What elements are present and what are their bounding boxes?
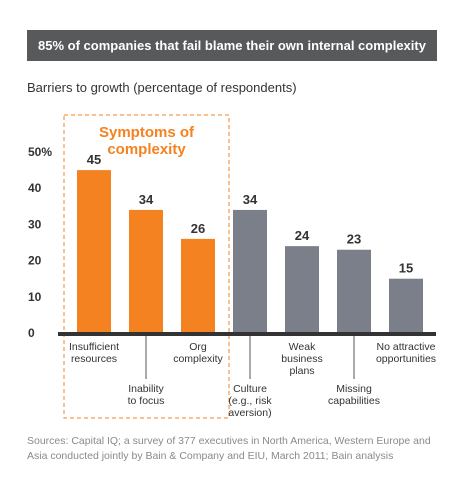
chart-banner-title: 85% of companies that fail blame their o… bbox=[27, 30, 437, 61]
x-tick-label: (e.g., risk bbox=[228, 395, 272, 407]
y-tick-label: 0 bbox=[28, 326, 35, 340]
symptoms-group-box bbox=[63, 114, 230, 419]
x-tick-label: business bbox=[281, 353, 322, 365]
y-tick-label: 10 bbox=[28, 290, 42, 304]
y-axis: 0 10 20 30 40 50% bbox=[28, 145, 52, 340]
x-tick-label: Missing bbox=[336, 383, 372, 395]
source-note: Sources: Capital IQ; a survey of 377 exe… bbox=[27, 435, 431, 462]
y-tick-label: 20 bbox=[28, 254, 42, 268]
data-label: 34 bbox=[139, 192, 154, 207]
x-tick-label: Insufficient bbox=[69, 341, 119, 353]
data-label: 45 bbox=[87, 152, 101, 167]
y-tick-label: 40 bbox=[28, 181, 42, 195]
x-tick-label: Inability bbox=[128, 383, 164, 395]
bar bbox=[389, 278, 423, 333]
x-tick-label: resources bbox=[71, 353, 117, 365]
x-tick-label: capabilities bbox=[328, 395, 380, 407]
x-tick-label: complexity bbox=[173, 353, 223, 365]
data-label: 23 bbox=[347, 232, 361, 247]
chart-subtitle: Barriers to growth (percentage of respon… bbox=[27, 80, 297, 95]
x-tick-label: Weak bbox=[289, 341, 316, 353]
symptoms-group-label: complexity bbox=[107, 141, 186, 158]
bars: 45 34 26 34 24 23 15 bbox=[77, 152, 423, 333]
x-tick-label: Culture bbox=[233, 383, 267, 395]
bar bbox=[337, 249, 371, 333]
bar bbox=[285, 246, 319, 333]
x-axis bbox=[58, 332, 436, 336]
x-tick-label: to focus bbox=[128, 395, 165, 407]
bar bbox=[233, 209, 267, 333]
data-label: 26 bbox=[191, 221, 205, 236]
x-tick-label: No attractive bbox=[377, 341, 436, 353]
symptoms-group-label: Symptoms of bbox=[99, 124, 195, 141]
x-tick-label: aversion) bbox=[228, 407, 271, 419]
x-tick-label: opportunities bbox=[376, 353, 436, 365]
bar bbox=[181, 238, 215, 333]
bar bbox=[77, 170, 111, 333]
y-tick-label: 50% bbox=[28, 145, 52, 159]
x-axis-line bbox=[58, 332, 436, 336]
x-tick-label: plans bbox=[289, 365, 314, 377]
data-label: 24 bbox=[295, 228, 310, 243]
data-label: 34 bbox=[243, 192, 258, 207]
x-tick-label: Org bbox=[189, 341, 207, 353]
y-tick-label: 30 bbox=[28, 217, 42, 231]
data-label: 15 bbox=[399, 261, 413, 276]
bar bbox=[129, 209, 163, 333]
